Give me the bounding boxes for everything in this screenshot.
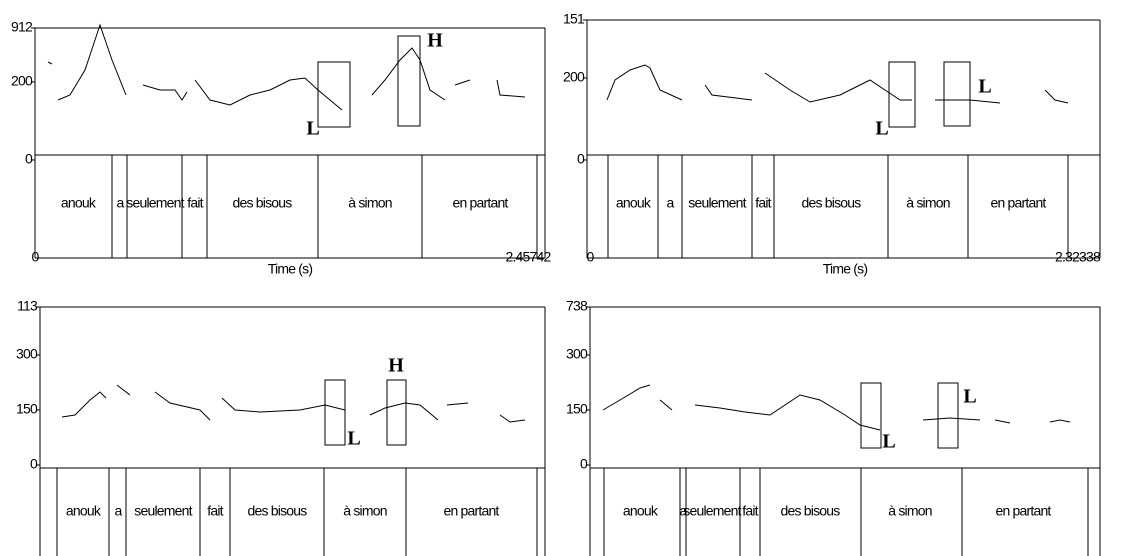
tone-label: L	[882, 431, 895, 453]
time-label: Time (s)	[268, 261, 313, 277]
tone-box	[386, 379, 407, 446]
pitch-contour	[194, 77, 343, 111]
word-label: seulement	[688, 195, 746, 211]
tone-box	[943, 61, 971, 127]
word-label: en partant	[443, 503, 499, 519]
word-label: des bisous	[233, 195, 293, 211]
word-label: anouk	[66, 503, 102, 519]
word-label: a	[115, 503, 123, 519]
word-label: seulement	[134, 503, 192, 519]
tone-box	[324, 379, 346, 446]
word-label: anouk	[616, 195, 652, 211]
word-label: fait	[207, 503, 223, 519]
y-label: 151	[563, 11, 585, 27]
pitch-contour	[142, 84, 188, 101]
tone-label: H	[388, 355, 404, 377]
x-label: 0	[32, 249, 40, 265]
tone-label: H	[427, 30, 443, 52]
pitch-contour	[1044, 89, 1069, 104]
pitch-contour	[57, 23, 127, 101]
word-label: a	[680, 503, 688, 519]
pitch-contour	[606, 64, 683, 101]
tone-label: L	[347, 428, 360, 450]
word-label: seulement	[683, 503, 741, 519]
pitch-contour	[47, 61, 53, 65]
pitch-contour	[499, 414, 526, 423]
y-label: 300	[566, 346, 588, 362]
x-label: 2.45742	[505, 249, 551, 265]
y-label: 0	[577, 151, 585, 167]
word-label: des bisous	[781, 503, 841, 519]
pitch-contour	[221, 397, 346, 413]
y-label: 300	[16, 346, 38, 362]
word-label: fait	[742, 503, 758, 519]
pitch-contour	[446, 402, 469, 406]
word-label: fait	[755, 195, 771, 211]
word-label: à simon	[348, 195, 391, 211]
time-label: Time (s)	[823, 261, 868, 277]
pitch-contour	[369, 402, 439, 421]
tone-box	[888, 61, 916, 128]
pitch-contour	[602, 384, 651, 411]
pitch-contour	[154, 391, 211, 421]
word-label: en partant	[990, 195, 1046, 211]
y-label: 738	[566, 298, 588, 314]
pitch-contour	[994, 419, 1011, 424]
pitch-contour	[371, 47, 446, 101]
tone-label: L	[963, 386, 976, 408]
y-label: 150	[16, 401, 38, 417]
word-label: des bisous	[248, 503, 308, 519]
pitch-contour	[454, 79, 471, 86]
word-label: a	[667, 195, 675, 211]
y-label: 150	[566, 401, 588, 417]
pitch-contour	[1049, 419, 1071, 423]
word-label: anouk	[623, 503, 659, 519]
word-label: anouk	[61, 195, 97, 211]
pitch-contour	[764, 72, 912, 103]
word-label: à simon	[343, 503, 386, 519]
word-label: a	[117, 195, 125, 211]
y-label: 200	[11, 73, 33, 89]
word-label: en partant	[452, 195, 508, 211]
word-label: à simon	[906, 195, 949, 211]
pitch-contour	[694, 394, 881, 431]
pitch-contour	[496, 79, 526, 98]
tone-box	[397, 35, 421, 127]
tone-box	[937, 382, 959, 449]
y-label: 0	[30, 456, 38, 472]
tone-label: L	[875, 118, 888, 140]
pitch-contour	[922, 417, 981, 421]
pitch-contour	[61, 391, 107, 418]
word-label: des bisous	[802, 195, 862, 211]
x-label: 0	[587, 249, 595, 265]
pitch-contour	[116, 384, 131, 396]
y-label: 0	[25, 151, 33, 167]
y-label: 0	[580, 456, 588, 472]
word-label: à simon	[888, 503, 931, 519]
tone-box	[317, 61, 351, 128]
tone-label: L	[306, 118, 319, 140]
y-label: 113	[17, 298, 38, 314]
pitch-contour	[704, 84, 753, 101]
y-label: 912	[11, 19, 33, 35]
word-label: en partant	[995, 503, 1051, 519]
word-label: seulement	[126, 195, 184, 211]
x-label: 2.32338	[1055, 249, 1101, 265]
y-label: 200	[563, 69, 585, 85]
word-label: fait	[187, 195, 203, 211]
pitch-contour	[935, 99, 1001, 104]
pitch-contour	[659, 399, 673, 411]
tone-box	[860, 382, 882, 449]
tone-label: L	[978, 76, 991, 98]
